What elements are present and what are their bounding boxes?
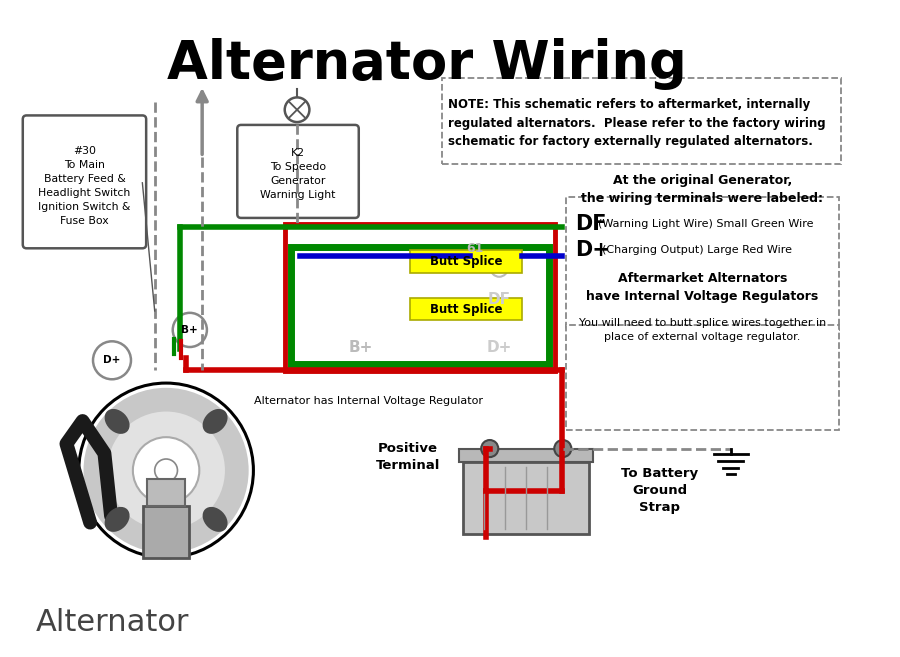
FancyBboxPatch shape bbox=[22, 116, 146, 248]
Text: (Warning Light Wire) Small Green Wire: (Warning Light Wire) Small Green Wire bbox=[598, 219, 814, 229]
Bar bbox=[459, 449, 593, 462]
Circle shape bbox=[554, 440, 572, 457]
Ellipse shape bbox=[202, 409, 228, 434]
Bar bbox=[410, 298, 522, 321]
Text: B+: B+ bbox=[348, 340, 373, 355]
Text: #30
To Main
Battery Feed &
Headlight Switch
Ignition Switch &
Fuse Box: #30 To Main Battery Feed & Headlight Swi… bbox=[39, 146, 130, 225]
Circle shape bbox=[133, 437, 199, 504]
Circle shape bbox=[173, 313, 207, 347]
Text: At the original Generator,
the wiring terminals were labeled:: At the original Generator, the wiring te… bbox=[581, 174, 824, 205]
Bar bbox=[143, 505, 189, 558]
Text: Butt Splice: Butt Splice bbox=[430, 302, 502, 315]
Text: B+: B+ bbox=[182, 325, 198, 335]
Ellipse shape bbox=[104, 507, 130, 532]
Circle shape bbox=[284, 97, 310, 122]
Ellipse shape bbox=[104, 409, 130, 434]
Bar bbox=[284, 223, 555, 371]
Text: Positive
Terminal: Positive Terminal bbox=[376, 442, 440, 472]
Circle shape bbox=[107, 411, 225, 530]
Text: To Battery
Ground
Strap: To Battery Ground Strap bbox=[621, 466, 698, 514]
Text: NOTE: This schematic refers to aftermarket, internally
regulated alternators.  P: NOTE: This schematic refers to aftermark… bbox=[448, 98, 825, 148]
Circle shape bbox=[79, 383, 254, 558]
Circle shape bbox=[84, 388, 248, 553]
Ellipse shape bbox=[202, 507, 228, 532]
Bar bbox=[442, 78, 841, 164]
Bar bbox=[292, 247, 549, 364]
Text: Butt Splice: Butt Splice bbox=[430, 255, 502, 268]
Text: You will need to butt splice wires together in
place of external voltage regulat: You will need to butt splice wires toget… bbox=[579, 318, 826, 342]
FancyBboxPatch shape bbox=[238, 125, 359, 218]
Circle shape bbox=[155, 459, 177, 482]
Text: K2
To Speedo
Generator
Warning Light: K2 To Speedo Generator Warning Light bbox=[260, 148, 336, 200]
Text: DF: DF bbox=[575, 214, 607, 234]
Text: Alternator Wiring: Alternator Wiring bbox=[167, 38, 687, 90]
Circle shape bbox=[93, 342, 131, 379]
Text: (Charging Output) Large Red Wire: (Charging Output) Large Red Wire bbox=[602, 245, 792, 255]
Text: D+: D+ bbox=[104, 355, 121, 365]
Bar bbox=[464, 462, 590, 534]
Text: D+: D+ bbox=[487, 340, 512, 355]
Circle shape bbox=[482, 440, 499, 457]
Text: D+: D+ bbox=[575, 240, 610, 260]
Text: Alternator has Internal Voltage Regulator: Alternator has Internal Voltage Regulato… bbox=[254, 396, 482, 406]
Bar bbox=[566, 325, 839, 430]
Text: Aftermarket Alternators
have Internal Voltage Regulators: Aftermarket Alternators have Internal Vo… bbox=[586, 272, 818, 303]
Text: Alternator: Alternator bbox=[36, 608, 190, 637]
Bar bbox=[147, 479, 185, 505]
Bar bbox=[566, 197, 839, 330]
Bar bbox=[410, 250, 522, 273]
Text: DF: DF bbox=[488, 292, 510, 307]
Text: 61: 61 bbox=[466, 242, 483, 255]
